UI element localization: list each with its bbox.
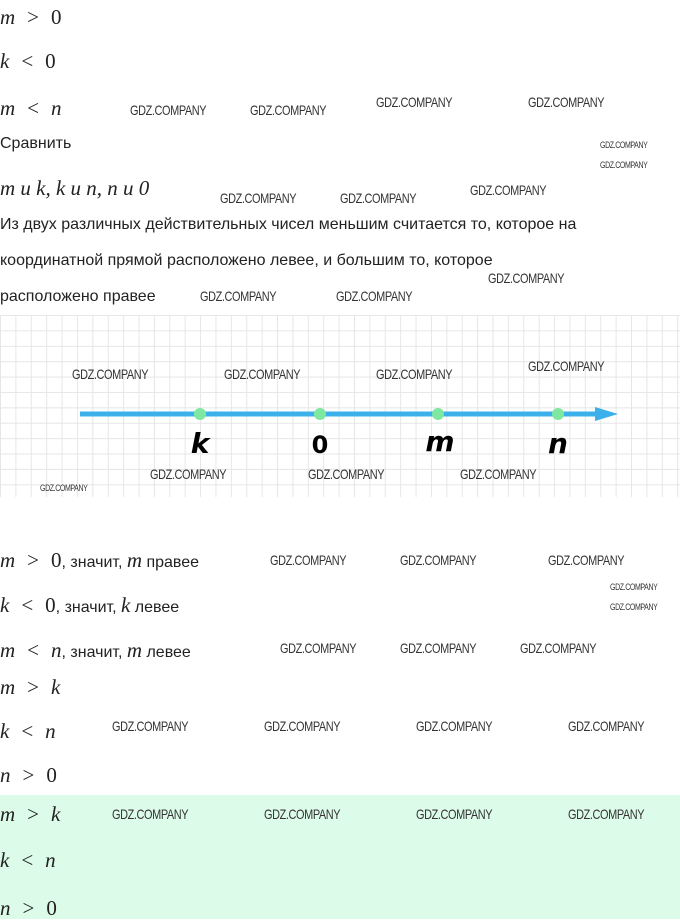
- label-n: n: [548, 427, 568, 460]
- watermark: GDZ.COMPANY: [130, 102, 207, 118]
- watermark: GDZ.COMPANY: [308, 466, 385, 482]
- watermark: GDZ.COMPANY: [416, 718, 493, 734]
- watermark: GDZ.COMPANY: [376, 94, 453, 110]
- point-k: [194, 408, 206, 420]
- answer-3: n >0: [0, 896, 57, 920]
- watermark: GDZ.COMPANY: [264, 806, 341, 822]
- watermark: GDZ.COMPANY: [488, 270, 565, 286]
- watermark: GDZ.COMPANY: [270, 552, 347, 568]
- watermark: GDZ.COMPANY: [520, 640, 597, 656]
- label-k: k: [191, 427, 212, 460]
- rule-line-3: расположено правее: [0, 288, 156, 305]
- watermark: GDZ.COMPANY: [376, 366, 453, 382]
- number-line-figure: k 0 m n: [0, 315, 680, 497]
- watermark: GDZ.COMPANY: [416, 806, 493, 822]
- watermark: GDZ.COMPANY: [548, 552, 625, 568]
- watermark: GDZ.COMPANY: [40, 483, 88, 493]
- watermark: GDZ.COMPANY: [568, 718, 645, 734]
- watermark: GDZ.COMPANY: [150, 466, 227, 482]
- answer-block: [0, 795, 680, 919]
- watermark: GDZ.COMPANY: [220, 190, 297, 206]
- result-3: n >0: [0, 763, 57, 787]
- watermark: GDZ.COMPANY: [340, 190, 417, 206]
- point-n: [552, 408, 564, 420]
- watermark: GDZ.COMPANY: [264, 718, 341, 734]
- watermark: GDZ.COMPANY: [336, 288, 413, 304]
- answer-1: m > k: [0, 802, 61, 826]
- result-1: m > k: [0, 675, 61, 699]
- given-1: m >0: [0, 5, 62, 29]
- given-2: k <0: [0, 49, 56, 73]
- answer-2: k < n: [0, 848, 56, 872]
- watermark: GDZ.COMPANY: [250, 102, 327, 118]
- watermark: GDZ.COMPANY: [470, 182, 547, 198]
- reasoning-1: m >0, значит, m правее: [0, 548, 200, 572]
- watermark: GDZ.COMPANY: [610, 602, 658, 612]
- number-line: k 0 m n: [80, 407, 618, 460]
- reasoning-2: k <0, значит, k левее: [0, 593, 180, 617]
- watermark: GDZ.COMPANY: [528, 358, 605, 374]
- rule-line-2: координатной прямой расположено левее, и…: [0, 252, 493, 269]
- watermark: GDZ.COMPANY: [112, 718, 189, 734]
- watermark: GDZ.COMPANY: [72, 366, 149, 382]
- watermark: GDZ.COMPANY: [400, 640, 477, 656]
- point-0: [314, 408, 326, 420]
- watermark: GDZ.COMPANY: [600, 160, 648, 170]
- task-pairs: m и k, k и n, n и 0: [0, 176, 150, 200]
- rule-line-1: Из двух различных действительных чисел м…: [0, 216, 577, 233]
- watermark: GDZ.COMPANY: [528, 94, 605, 110]
- watermark: GDZ.COMPANY: [568, 806, 645, 822]
- watermark: GDZ.COMPANY: [224, 366, 301, 382]
- watermark: GDZ.COMPANY: [610, 582, 658, 592]
- result-2: k < n: [0, 719, 56, 743]
- axis-arrow: [595, 407, 618, 421]
- label-m: m: [425, 425, 454, 458]
- watermark: GDZ.COMPANY: [600, 140, 648, 150]
- label-0: 0: [312, 431, 329, 459]
- watermark: GDZ.COMPANY: [200, 288, 277, 304]
- watermark: GDZ.COMPANY: [280, 640, 357, 656]
- point-m: [432, 408, 444, 420]
- watermark: GDZ.COMPANY: [400, 552, 477, 568]
- reasoning-3: m < n, значит, m левее: [0, 638, 191, 662]
- watermark: GDZ.COMPANY: [460, 466, 537, 482]
- task-label: Сравнить: [0, 135, 72, 152]
- watermark: GDZ.COMPANY: [112, 806, 189, 822]
- given-3: m < n: [0, 96, 62, 120]
